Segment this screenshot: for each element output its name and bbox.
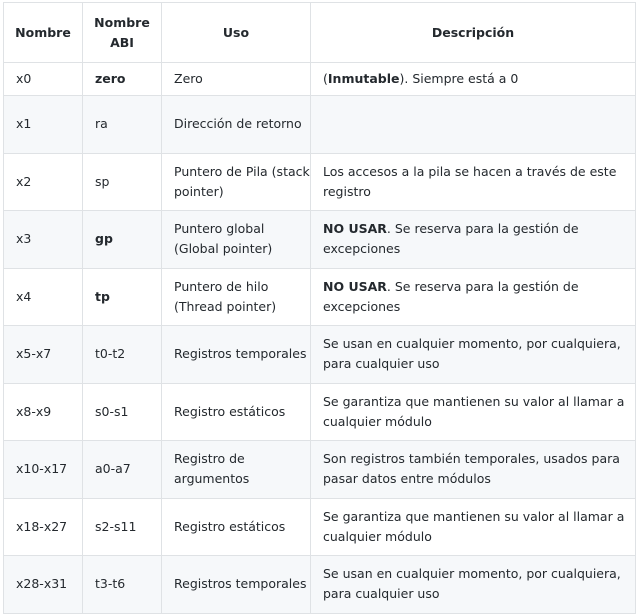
- cell-nombre: x3: [3, 210, 83, 269]
- cell-nombre: x4: [3, 267, 83, 326]
- cell-descripcion: Se garantiza que mantienen su valor al l…: [310, 497, 636, 556]
- desc-desc: Se garantiza que mantienen su valor al l…: [323, 508, 625, 544]
- cell-abi-text: zero: [95, 71, 126, 86]
- table-row: x4 tp Puntero de hilo (Thread pointer) NO U…: [3, 267, 636, 326]
- cell-nombre: x28-x31: [3, 555, 83, 614]
- cell-uso: Registro estáticos: [161, 382, 311, 441]
- cell-uso: Puntero global (Global pointer): [161, 210, 311, 269]
- cell-abi: sp: [82, 152, 162, 211]
- cell-abi: tp: [82, 267, 162, 326]
- table-row: x3 gp Puntero global (Global pointer) NO US…: [3, 210, 636, 269]
- cell-descripcion: Se garantiza que mantienen su valor al l…: [310, 382, 636, 441]
- header-nombre: Nombre: [3, 2, 83, 63]
- cell-uso: Zero: [161, 62, 311, 96]
- cell-nombre: x18-x27: [3, 497, 83, 556]
- table-row: x0 zero Zero (Inmutable). Siempre está a 0: [3, 62, 636, 96]
- desc-desc-bold: NO USAR: [323, 278, 387, 294]
- table-row: x2 sp Puntero de Pila (stack pointer) Los a…: [3, 152, 636, 211]
- desc-desc: . Se reserva para la gestión de excepcio…: [323, 221, 579, 257]
- cell-abi: s2-s11: [82, 497, 162, 556]
- desc-desc: Se usan en cualquier momento, por cualqu…: [323, 566, 621, 602]
- cell-abi-text: gp: [95, 231, 113, 247]
- register-table: Nombre Nombre ABI Uso Descripción x0 zero…: [3, 2, 636, 614]
- cell-uso: Registro de argumentos: [161, 440, 311, 499]
- cell-abi-text: tp: [95, 288, 110, 304]
- table-row: x10-x17 a0-a7 Registro de argumentos Son re…: [3, 440, 636, 499]
- table-row: x28-x31 t3-t6 Registros temporales Se usan …: [3, 555, 636, 614]
- cell-descripcion: NO USAR. Se reserva para la gestión de e…: [310, 267, 636, 326]
- cell-uso: Registros temporales: [161, 555, 311, 614]
- cell-uso: Registro estáticos: [161, 497, 311, 556]
- cell-uso: Dirección de retorno: [161, 95, 311, 154]
- desc-desc: ). Siempre está a 0: [399, 71, 519, 86]
- header-nombre-abi: Nombre ABI: [82, 2, 162, 63]
- header-uso: Uso: [161, 2, 311, 63]
- desc-desc-pre: (: [323, 71, 328, 86]
- desc-desc-bold: NO USAR: [323, 221, 387, 237]
- desc-desc-bold: Inmutable: [327, 71, 400, 86]
- cell-abi: t3-t6: [82, 555, 162, 614]
- cell-uso: Puntero de Pila (stack pointer): [161, 152, 311, 211]
- table-row: x8-x9 s0-s1 Registro estáticos Se garantiza…: [3, 382, 636, 441]
- desc-desc: Se usan en cualquier momento, por cualqu…: [323, 336, 621, 372]
- desc-desc: Se garantiza que mantienen su valor al l…: [323, 393, 625, 429]
- cell-abi: t0-t2: [82, 325, 162, 384]
- desc-desc: . Se reserva para la gestión de excepcio…: [323, 278, 579, 314]
- desc-desc: Los accesos a la pila se hacen a través …: [323, 163, 617, 199]
- cell-nombre: x0: [3, 62, 83, 96]
- cell-abi: zero: [82, 62, 162, 96]
- cell-descripcion: NO USAR. Se reserva para la gestión de e…: [310, 210, 636, 269]
- cell-descripcion: Son registros también temporales, usados…: [310, 440, 636, 499]
- cell-nombre: x10-x17: [3, 440, 83, 499]
- cell-abi: a0-a7: [82, 440, 162, 499]
- cell-nombre: x8-x9: [3, 382, 83, 441]
- cell-nombre: x1: [3, 95, 83, 154]
- cell-nombre: x2: [3, 152, 83, 211]
- table-row: x5-x7 t0-t2 Registros temporales Se usan en…: [3, 325, 636, 384]
- header-descripcion: Descripción: [310, 2, 636, 63]
- cell-uso: Puntero de hilo (Thread pointer): [161, 267, 311, 326]
- cell-descripcion: Se usan en cualquier momento, por cualqu…: [310, 325, 636, 384]
- table-row: x18-x27 s2-s11 Registro estáticos Se garant…: [3, 497, 636, 556]
- desc-desc: Son registros también temporales, usados…: [323, 451, 620, 487]
- cell-abi: gp: [82, 210, 162, 269]
- cell-abi: ra: [82, 95, 162, 154]
- cell-uso: Registros temporales: [161, 325, 311, 384]
- cell-descripcion: [310, 95, 636, 154]
- header-row: Nombre Nombre ABI Uso Descripción: [3, 2, 636, 63]
- cell-descripcion: Los accesos a la pila se hacen a través …: [310, 152, 636, 211]
- cell-descripcion: Se usan en cualquier momento, por cualqu…: [310, 555, 636, 614]
- cell-abi: s0-s1: [82, 382, 162, 441]
- cell-descripcion: (Inmutable). Siempre está a 0: [310, 62, 636, 96]
- cell-nombre: x5-x7: [3, 325, 83, 384]
- table-row: x1 ra Dirección de retorno: [3, 95, 636, 154]
